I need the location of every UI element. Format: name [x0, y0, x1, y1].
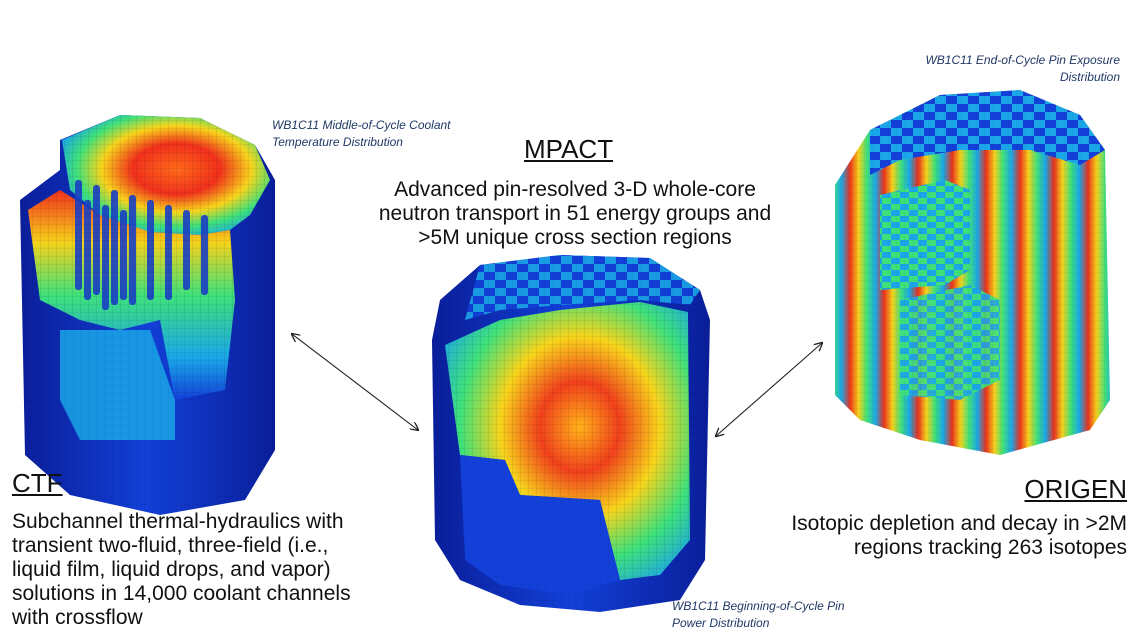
ctf-caption-line: Temperature Distribution — [272, 135, 403, 149]
origen-description-line: regions tracking 263 isotopes — [853, 536, 1127, 559]
mpact-description-line: Advanced pin-resolved 3-D whole-core — [394, 178, 756, 201]
ctf-description-line: solutions in 14,000 coolant channels — [12, 582, 351, 605]
mpact-description-line: >5M unique cross section regions — [418, 226, 732, 249]
ctf-description-line: Subchannel thermal-hydraulics with — [12, 510, 344, 533]
mpact-description: Advanced pin-resolved 3-D whole-core neu… — [355, 178, 795, 250]
ctf-description-line: liquid film, liquid drops, and vapor) — [12, 558, 331, 581]
origen-heading: ORIGEN — [1024, 474, 1127, 504]
origen-caption-line: Distribution — [1059, 70, 1120, 84]
ctf-core-image — [20, 115, 275, 515]
ctf-caption-line: WB1C11 Middle-of-Cycle Coolant — [272, 118, 451, 132]
double-arrow-icon — [716, 343, 822, 436]
ctf-description-line: with crossflow — [12, 606, 143, 629]
mpact-caption: WB1C11 Beginning-of-Cycle Pin Power Dist… — [672, 598, 892, 632]
origen-caption-line: WB1C11 End-of-Cycle Pin Exposure — [925, 53, 1120, 67]
mpact-description-line: neutron transport in 51 energy groups an… — [378, 202, 772, 225]
mpact-core-image — [432, 255, 710, 612]
mpact-caption-line: Power Distribution — [672, 616, 770, 630]
origen-caption: WB1C11 End-of-Cycle Pin Exposure Distrib… — [880, 52, 1120, 86]
ctf-description: Subchannel thermal-hydraulics with trans… — [12, 510, 432, 630]
origen-core-image — [835, 90, 1110, 455]
mpact-heading: MPACT — [524, 134, 614, 164]
ctf-description-line: transient two-fluid, three-field (i.e., — [12, 534, 329, 557]
mpact-caption-line: WB1C11 Beginning-of-Cycle Pin — [672, 599, 845, 613]
origen-description: Isotopic depletion and decay in >2M regi… — [707, 512, 1127, 560]
origen-description-line: Isotopic depletion and decay in >2M — [791, 512, 1127, 535]
ctf-heading: CTF — [12, 468, 63, 498]
ctf-caption: WB1C11 Middle-of-Cycle Coolant Temperatu… — [272, 117, 492, 151]
double-arrow-icon — [292, 334, 418, 430]
